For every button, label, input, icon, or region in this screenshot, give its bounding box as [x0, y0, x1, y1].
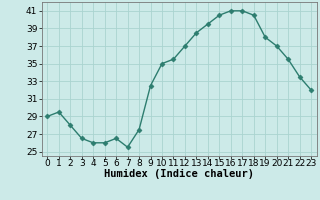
X-axis label: Humidex (Indice chaleur): Humidex (Indice chaleur) — [104, 169, 254, 179]
